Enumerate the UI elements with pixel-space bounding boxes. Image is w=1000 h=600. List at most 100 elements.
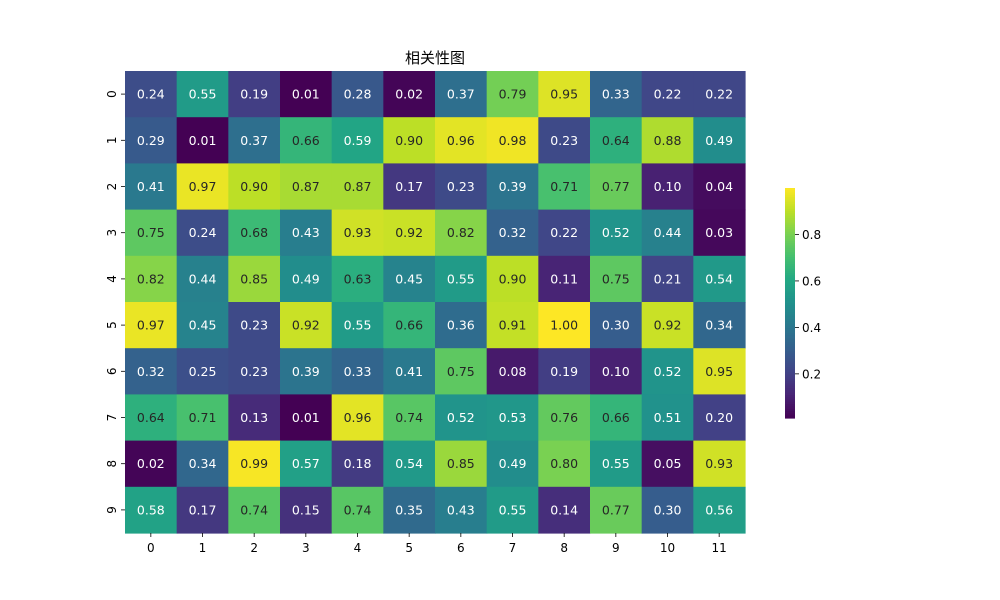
colorbar-segment	[785, 270, 795, 274]
colorbar-segment	[785, 273, 795, 276]
heatmap-cell	[331, 348, 384, 395]
heatmap-cell	[176, 486, 229, 534]
heatmap-cell	[228, 348, 281, 395]
colorbar-segment	[785, 360, 795, 364]
colorbar-segment	[785, 268, 795, 272]
colorbar-segment	[785, 337, 795, 341]
heatmap-cell	[486, 255, 539, 303]
heatmap-cell	[228, 486, 281, 534]
cell-value-label: 0.39	[292, 364, 320, 379]
heatmap-cell	[331, 209, 384, 257]
cell-value-label: 0.97	[137, 318, 165, 333]
heatmap-cell	[641, 71, 694, 118]
heatmap-cell	[228, 163, 281, 211]
heatmap-cell	[331, 302, 384, 349]
colorbar-segment	[785, 326, 795, 329]
colorbar-segment	[785, 332, 795, 336]
colorbar-segment	[785, 385, 795, 389]
cell-value-label: 0.01	[292, 87, 320, 102]
cell-value-label: 0.45	[395, 271, 423, 286]
cell-value-label: 0.28	[344, 87, 372, 102]
colorbar-segment	[785, 365, 795, 368]
colorbar-segment	[785, 395, 795, 398]
heatmap-cell	[538, 255, 591, 303]
heatmap-cell	[125, 209, 178, 257]
heatmap-cell	[125, 71, 178, 118]
heatmap-cell	[435, 163, 488, 211]
heatmap-cell	[538, 394, 591, 442]
colorbar-segment	[785, 321, 795, 325]
heatmap-cell	[538, 209, 591, 257]
heatmap-cell	[125, 163, 178, 211]
heatmap-cell	[641, 302, 694, 349]
colorbar-segment	[785, 312, 795, 316]
cell-value-label: 0.20	[705, 410, 733, 425]
colorbar-segment	[785, 346, 795, 350]
cell-value-label: 0.90	[499, 271, 527, 286]
cell-value-label: 0.22	[654, 87, 682, 102]
cell-value-label: 0.18	[344, 456, 372, 471]
heatmap-cell	[641, 394, 694, 442]
cell-value-label: 0.03	[705, 225, 733, 240]
heatmap-cell	[125, 302, 178, 349]
heatmap-cell	[486, 486, 539, 534]
heatmap-cell	[435, 71, 488, 118]
heatmap-cell	[641, 163, 694, 211]
colorbar-segment	[785, 401, 795, 405]
cell-value-label: 0.36	[447, 318, 475, 333]
cell-value-label: 0.22	[705, 87, 733, 102]
x-axis: 0 1 2 3 4 5 6 7 8 9 10 11	[147, 533, 727, 555]
cell-value-label: 0.66	[602, 410, 630, 425]
colorbar-segment	[785, 323, 795, 327]
cell-value-label: 0.32	[499, 225, 527, 240]
cell-value-label: 0.08	[499, 364, 527, 379]
colorbar-segment	[785, 342, 795, 345]
cell-value-label: 0.71	[550, 179, 578, 194]
colorbar-segment	[785, 378, 795, 382]
cell-value-label: 0.75	[602, 271, 630, 286]
heatmap-cell	[538, 163, 591, 211]
cell-value-label: 0.76	[550, 410, 578, 425]
y-tick-label: 8	[105, 460, 119, 468]
cell-value-label: 0.30	[654, 502, 682, 517]
colorbar-segment	[785, 197, 795, 201]
colorbar-segment	[785, 413, 795, 417]
cell-value-label: 0.92	[395, 225, 423, 240]
cell-value-label: 0.49	[292, 271, 320, 286]
colorbar-segment	[785, 397, 795, 401]
heatmap-cell	[693, 163, 746, 211]
x-tick-label: 7	[509, 541, 517, 555]
heatmap-cell	[486, 163, 539, 211]
cell-value-label: 0.63	[344, 271, 372, 286]
heatmap-cell	[486, 71, 539, 118]
cell-value-label: 0.91	[499, 318, 527, 333]
cell-value-label: 0.93	[344, 225, 372, 240]
colorbar-segment	[785, 238, 795, 242]
y-tick-label: 4	[105, 275, 119, 283]
cell-value-label: 0.74	[344, 502, 372, 517]
cell-value-label: 0.30	[602, 318, 630, 333]
heatmap-cell	[331, 163, 384, 211]
colorbar-segment	[785, 206, 795, 210]
heatmap-cell	[383, 255, 436, 303]
heatmap-cell	[125, 440, 178, 488]
colorbar-segment	[785, 349, 795, 352]
heatmap-cell	[383, 71, 436, 118]
cell-value-label: 0.96	[344, 410, 372, 425]
colorbar-segment	[785, 289, 795, 293]
y-axis: 0 1 2 3 4 5 6 7 8 9	[105, 90, 125, 514]
colorbar-segment	[785, 300, 795, 304]
colorbar-segment	[785, 344, 795, 348]
cell-value-label: 0.33	[602, 87, 630, 102]
heatmap-cell	[228, 394, 281, 442]
heatmap-cell	[383, 348, 436, 395]
cell-value-label: 0.56	[705, 502, 733, 517]
colorbar-segment	[785, 408, 795, 412]
heatmap-cell	[486, 302, 539, 349]
heatmap-cell	[331, 486, 384, 534]
heatmap-cell	[435, 348, 488, 395]
cell-value-label: 0.92	[292, 318, 320, 333]
colorbar-segment	[785, 284, 795, 288]
colorbar-segment	[785, 240, 795, 244]
cell-value-label: 0.55	[344, 318, 372, 333]
